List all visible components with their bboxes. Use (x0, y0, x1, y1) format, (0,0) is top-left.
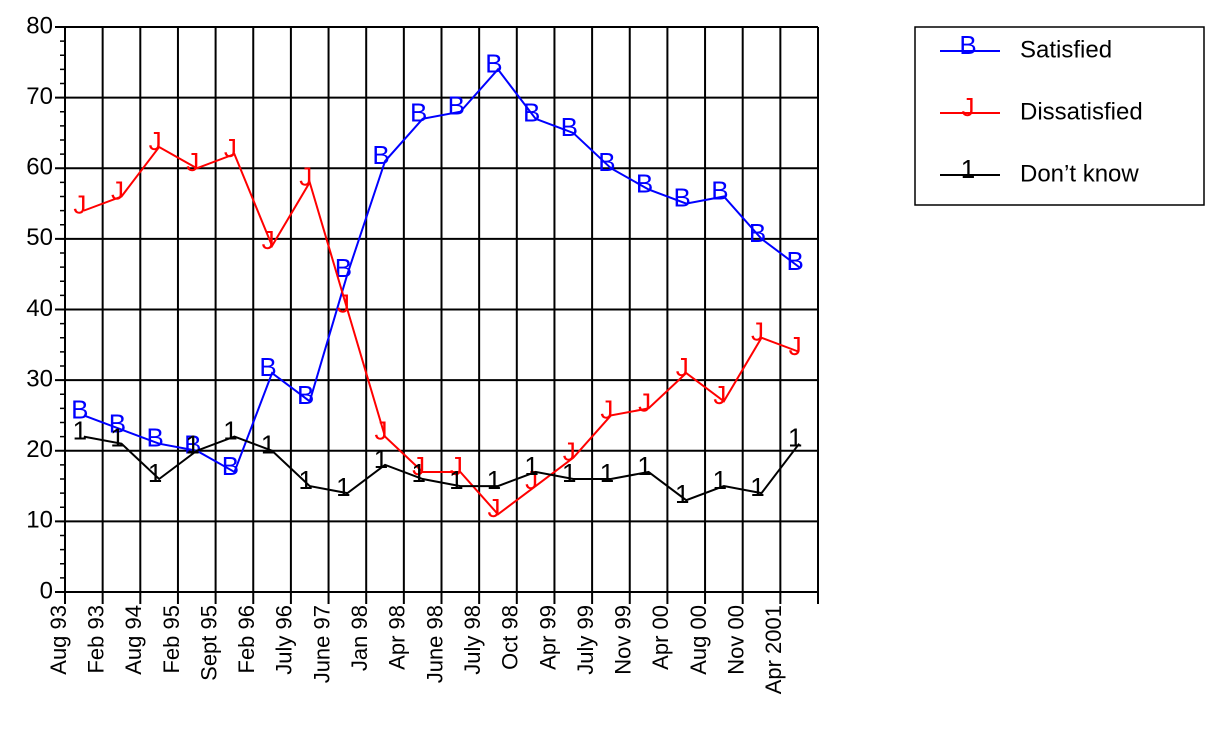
series-line (83, 145, 800, 516)
data-marker: B (636, 168, 653, 198)
x-tick-label: Nov 00 (724, 605, 749, 675)
data-marker: J (412, 451, 425, 481)
x-tick-label: Aug 93 (46, 605, 71, 675)
y-tick-label: 70 (26, 83, 53, 110)
data-marker: 1 (524, 451, 538, 481)
data-marker: B (297, 380, 314, 410)
data-marker: J (262, 225, 275, 255)
data-marker: B (410, 98, 427, 128)
x-tick-label: June 98 (422, 605, 447, 683)
data-marker: 1 (637, 451, 651, 481)
legend-marker: B (959, 30, 976, 60)
data-marker: 1 (600, 458, 614, 488)
legend-marker: J (962, 92, 975, 122)
data-marker: 1 (675, 479, 689, 509)
data-marker: J (713, 380, 726, 410)
data-marker: 1 (487, 465, 501, 495)
data-marker: 1 (110, 423, 124, 453)
data-marker: J (73, 190, 86, 220)
y-tick-label: 80 (26, 12, 53, 39)
data-marker: B (485, 48, 502, 78)
x-tick-label: June 97 (309, 605, 334, 683)
data-marker: 1 (261, 430, 275, 460)
data-marker: B (372, 140, 389, 170)
x-tick-label: Feb 93 (83, 605, 108, 674)
data-marker: J (450, 451, 463, 481)
data-marker: B (109, 408, 126, 438)
y-tick-label: 40 (26, 295, 53, 322)
data-marker: J (375, 416, 388, 446)
data-marker: J (337, 288, 350, 318)
x-tick-label: Apr 98 (385, 605, 410, 670)
data-marker: J (676, 352, 689, 382)
data-marker: 1 (449, 465, 463, 495)
x-tick-label: Aug 94 (121, 605, 146, 675)
data-marker: 1 (223, 416, 237, 446)
data-marker: 1 (336, 472, 350, 502)
data-marker: B (674, 182, 691, 212)
x-tick-label: Nov 99 (611, 605, 636, 675)
data-marker: 1 (411, 458, 425, 488)
data-marker: B (146, 423, 163, 453)
x-tick-label: Feb 96 (234, 605, 259, 674)
data-marker: J (224, 133, 237, 163)
data-marker: B (335, 253, 352, 283)
x-tick-label: Apr 00 (648, 605, 673, 670)
data-marker: 1 (73, 416, 87, 446)
data-marker: J (789, 331, 802, 361)
data-marker: 1 (750, 472, 764, 502)
data-marker: B (598, 147, 615, 177)
x-tick-label: Feb 95 (159, 605, 184, 674)
x-tick-label: Apr 2001 (761, 605, 786, 694)
data-marker: B (523, 98, 540, 128)
x-tick-label: Sept 95 (196, 605, 221, 681)
legend-label: Dissatisfied (1020, 98, 1143, 125)
y-tick-label: 10 (26, 507, 53, 534)
y-tick-label: 60 (26, 154, 53, 181)
data-marker: 1 (148, 458, 162, 488)
data-marker: 1 (298, 465, 312, 495)
data-marker: J (600, 394, 613, 424)
data-marker: B (749, 218, 766, 248)
data-marker: B (561, 112, 578, 142)
data-marker: J (149, 126, 162, 156)
data-marker: J (299, 161, 312, 191)
x-tick-label: July 98 (460, 605, 485, 675)
data-marker: B (222, 451, 239, 481)
data-marker: B (259, 352, 276, 382)
data-marker: 1 (788, 423, 802, 453)
data-marker: B (184, 430, 201, 460)
data-marker: 1 (562, 458, 576, 488)
data-marker: B (448, 91, 465, 121)
x-tick-label: Apr 99 (535, 605, 560, 670)
x-tick-label: Jan 98 (347, 605, 372, 671)
legend-marker: 1 (961, 154, 975, 184)
x-tick-label: Oct 98 (498, 605, 523, 670)
data-marker: J (563, 437, 576, 467)
data-marker: B (787, 246, 804, 276)
x-tick-label: Aug 00 (686, 605, 711, 675)
data-marker: J (111, 175, 124, 205)
data-marker: J (638, 387, 651, 417)
legend-label: Don’t know (1020, 160, 1139, 187)
y-tick-label: 50 (26, 224, 53, 251)
legend-label: Satisfied (1020, 36, 1112, 63)
data-marker: 1 (186, 430, 200, 460)
data-marker: 1 (374, 444, 388, 474)
x-tick-label: July 99 (573, 605, 598, 675)
data-marker: J (751, 317, 764, 347)
series-line (83, 67, 800, 474)
y-tick-label: 30 (26, 365, 53, 392)
data-marker: B (71, 394, 88, 424)
data-marker: B (711, 175, 728, 205)
data-marker: J (186, 147, 199, 177)
x-tick-label: July 96 (272, 605, 297, 675)
series-line (83, 435, 800, 502)
y-tick-label: 0 (40, 577, 53, 604)
data-marker: J (487, 493, 500, 523)
y-tick-label: 20 (26, 436, 53, 463)
data-marker: 1 (713, 465, 727, 495)
